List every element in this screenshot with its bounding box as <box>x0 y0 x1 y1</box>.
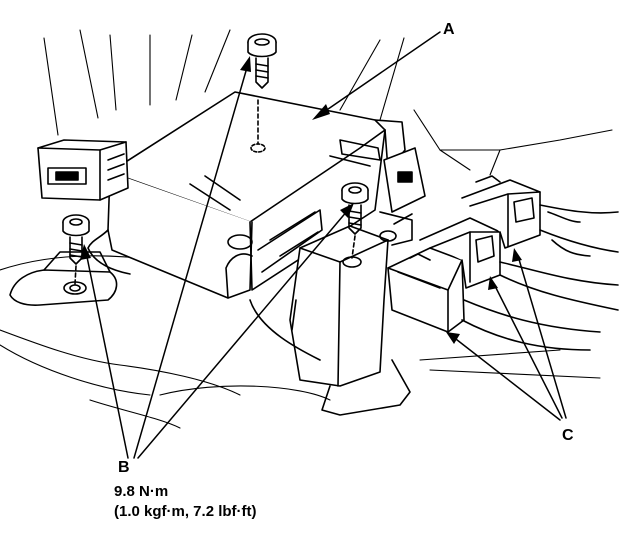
callout-label-a: A <box>443 21 455 38</box>
arrowheads <box>80 56 522 344</box>
srs-unit <box>87 91 406 299</box>
bolt-left <box>62 214 90 285</box>
leader-lines <box>85 31 567 459</box>
harness-connectors <box>387 175 619 351</box>
torque-spec-imperial: (1.0 kgf·m, 7.2 lbf·ft) <box>114 503 257 520</box>
background-lines <box>0 29 613 429</box>
left-bracket <box>9 251 118 306</box>
right-plate <box>379 147 426 246</box>
callout-label-c: C <box>562 427 574 444</box>
bolt-top <box>247 33 277 89</box>
torque-spec-metric: 9.8 N·m <box>114 483 169 500</box>
center-support <box>249 225 411 416</box>
bolt-right <box>341 182 369 259</box>
left-connector <box>37 139 129 201</box>
callout-label-b: B <box>118 459 130 476</box>
